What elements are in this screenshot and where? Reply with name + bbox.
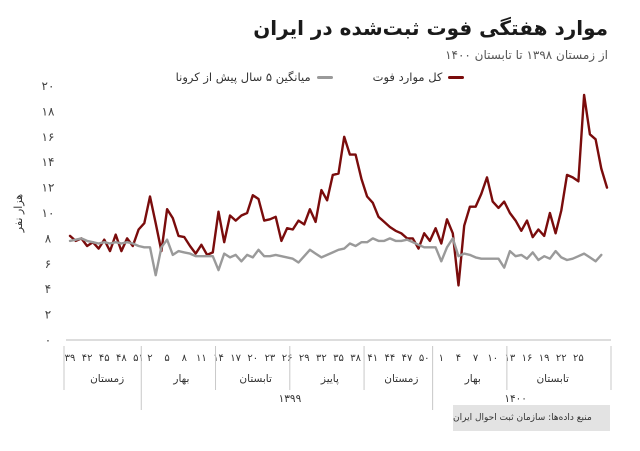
- x-tick-label: ۱۰: [487, 353, 498, 364]
- legend: کل موارد فوت میانگین ۵ سال پیش از کرونا: [0, 70, 640, 84]
- y-tick-label: ۱۸: [42, 104, 55, 118]
- season-label: تابستان: [239, 373, 272, 385]
- legend-item-baseline: میانگین ۵ سال پیش از کرونا: [176, 70, 333, 84]
- source-note: منبع داده‌ها: سازمان ثبت احوال ایران: [453, 405, 610, 431]
- y-tick-label: ۲۰: [42, 79, 55, 93]
- x-tick-label: ۴: [456, 353, 461, 364]
- season-label: بهار: [172, 373, 189, 385]
- y-axis-label: هزار نفر: [12, 194, 25, 234]
- x-tick-label: ۴۷: [402, 353, 413, 364]
- year-label: ۱۳۹۹: [279, 393, 302, 405]
- x-tick-label: ۱۳: [505, 353, 516, 364]
- x-tick-label: ۱۴: [213, 353, 224, 364]
- legend-item-total: کل موارد فوت: [373, 70, 465, 84]
- season-label: زمستان: [384, 373, 418, 385]
- x-tick-label: ۴۸: [116, 353, 127, 364]
- x-tick-label: ۱۶: [522, 353, 533, 364]
- x-tick-label: ۳۲: [316, 353, 327, 364]
- x-tick-label: ۵۰: [419, 353, 430, 364]
- series-line-total: [68, 93, 609, 287]
- y-tick-label: ۱۲: [42, 181, 55, 195]
- legend-label-baseline: میانگین ۵ سال پیش از کرونا: [175, 70, 311, 84]
- legend-label-total: کل موارد فوت: [372, 70, 443, 84]
- x-tick-label: ۵۱: [133, 353, 144, 364]
- x-tick-label: ۱۱: [196, 353, 207, 364]
- x-tick-label: ۷: [473, 353, 479, 364]
- x-tick-label: ۲: [147, 353, 152, 364]
- x-tick-label: ۸: [182, 353, 188, 364]
- x-tick-label: ۴۱: [367, 353, 378, 364]
- x-tick-label: ۱۷: [230, 353, 241, 364]
- x-tick-label: ۲۲: [556, 353, 567, 364]
- y-tick-label: ۲: [45, 308, 51, 322]
- y-tick-label: ۱۴: [42, 155, 55, 169]
- season-label: زمستان: [90, 373, 124, 385]
- season-label: تابستان: [536, 373, 569, 385]
- x-tick-label: ۱: [439, 353, 444, 364]
- x-tick-label: ۳۵: [333, 353, 344, 364]
- chart-subtitle: از زمستان ۱۳۹۸ تا تابستان ۱۴۰۰: [445, 48, 608, 62]
- y-tick-label: ۰: [45, 333, 51, 347]
- y-tick-label: ۱۶: [42, 130, 55, 144]
- x-tick-label: ۲۹: [299, 353, 310, 364]
- x-tick-label: ۴۲: [82, 353, 93, 364]
- x-tick-label: ۲۶: [282, 353, 293, 364]
- x-tick-label: ۳۸: [350, 353, 361, 364]
- year-label: ۱۴۰۰: [504, 393, 527, 405]
- season-label: بهار: [464, 373, 481, 385]
- x-tick-label: ۳۹: [65, 353, 76, 364]
- y-tick-label: ۸: [45, 231, 52, 245]
- chart-title: موارد هفتگی فوت ثبت‌شده در ایران: [253, 16, 608, 40]
- x-tick-label: ۴۵: [99, 353, 110, 364]
- y-tick-label: ۱۰: [42, 206, 55, 220]
- season-label: پاییز: [320, 373, 339, 385]
- x-tick-label: ۲۳: [265, 353, 276, 364]
- x-tick-label: ۱۹: [539, 353, 550, 364]
- y-tick-label: ۴: [45, 282, 51, 296]
- legend-swatch-baseline: [316, 75, 333, 79]
- series-line-baseline: [68, 237, 603, 277]
- y-tick-label: ۶: [45, 257, 51, 271]
- x-tick-label: ۲۵: [573, 353, 584, 364]
- x-tick-label: ۲۰: [247, 353, 258, 364]
- legend-swatch-total: [448, 75, 465, 79]
- x-tick-label: ۴۴: [385, 353, 396, 364]
- x-tick-label: ۵: [164, 353, 169, 364]
